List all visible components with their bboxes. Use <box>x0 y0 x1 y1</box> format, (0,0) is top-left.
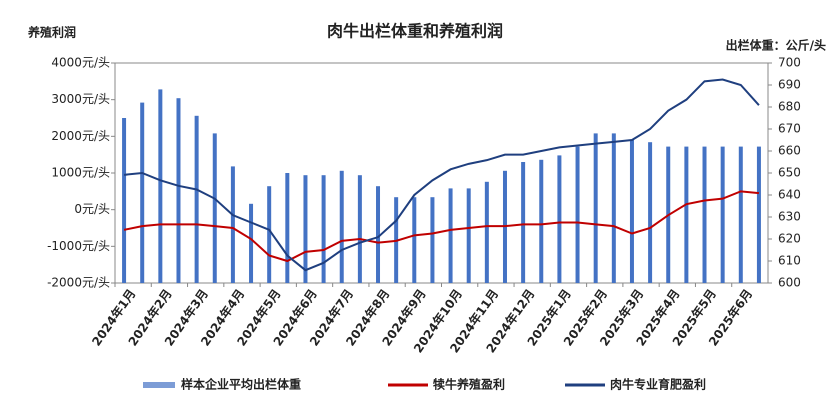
bar <box>412 197 417 283</box>
y2-tick-label: 660 <box>778 144 801 158</box>
legend-label: 犊牛养殖盈利 <box>433 377 505 392</box>
y2-tick-label: 640 <box>778 188 801 202</box>
bar <box>466 188 471 283</box>
y-tick-label: 0元/头 <box>74 202 110 216</box>
bar <box>648 142 653 283</box>
bar <box>339 170 344 283</box>
bar <box>611 133 616 283</box>
y-tick-label: -1000元/头 <box>47 239 110 253</box>
bar <box>756 146 761 283</box>
bar <box>158 89 163 284</box>
bar <box>593 133 598 283</box>
y-tick-label: 1000元/头 <box>51 166 110 180</box>
line <box>123 78 760 272</box>
line <box>123 190 760 263</box>
bar <box>430 197 435 283</box>
y2-tick-label: 600 <box>778 276 801 290</box>
bar <box>575 146 580 283</box>
y2-tick-label: 610 <box>778 254 801 268</box>
legend-label: 样本企业平均出栏体重 <box>181 377 301 392</box>
bar <box>684 146 689 283</box>
legend-label: 肉牛专业育肥盈利 <box>610 377 706 392</box>
bar <box>230 166 235 283</box>
y2-tick-label: 700 <box>778 56 801 70</box>
y2-tick-label: 620 <box>778 232 801 246</box>
bar <box>249 203 254 283</box>
bar <box>285 173 290 283</box>
bar <box>321 175 326 283</box>
y-tick-label: 3000元/头 <box>51 92 110 106</box>
y2-tick-label: 690 <box>778 78 801 92</box>
bar <box>557 155 562 283</box>
bar <box>176 98 181 283</box>
y2-tick-label: 680 <box>778 100 801 114</box>
bar <box>303 175 308 283</box>
bar <box>212 133 217 283</box>
y2-tick-label: 650 <box>778 166 801 180</box>
y2-axis-title: 出栏体重：公斤/头 <box>726 38 826 53</box>
bar <box>140 102 145 283</box>
y-tick-label: -2000元/头 <box>47 276 110 290</box>
y-tick-label: 4000元/头 <box>51 56 110 70</box>
bar <box>376 186 381 283</box>
y2-tick-label: 670 <box>778 122 801 136</box>
bar <box>539 159 544 283</box>
bar <box>448 188 453 283</box>
bar <box>194 115 199 283</box>
y-axis-title: 养殖利润 <box>27 25 76 40</box>
legend-swatch <box>143 382 175 388</box>
bar <box>521 162 526 283</box>
bar <box>738 146 743 283</box>
bar <box>720 146 725 283</box>
bar <box>702 146 707 283</box>
bar <box>267 186 272 283</box>
bar <box>629 140 634 283</box>
y2-tick-label: 630 <box>778 210 801 224</box>
bar <box>122 118 127 283</box>
bar <box>484 181 489 283</box>
y-tick-label: 2000元/头 <box>51 129 110 143</box>
bar <box>357 175 362 283</box>
chart-title: 肉牛出栏体重和养殖利润 <box>327 22 503 41</box>
